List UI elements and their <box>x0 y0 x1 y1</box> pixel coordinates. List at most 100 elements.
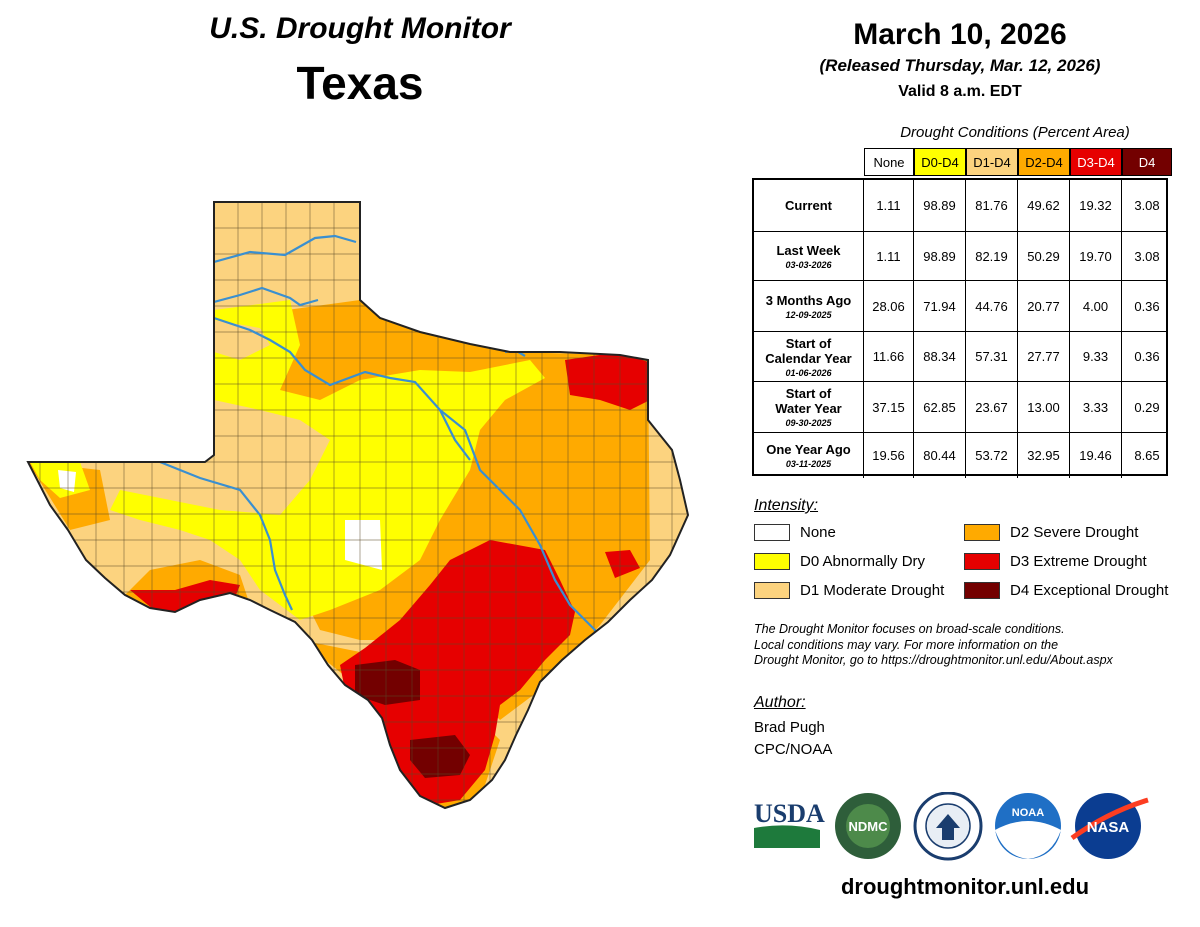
table-cell: 44.76 <box>966 281 1018 331</box>
column-header: D4 <box>1122 148 1172 176</box>
row-label: 3 Months Ago 12-09-2025 <box>754 281 864 331</box>
nasa-logo: NASA <box>1070 793 1149 859</box>
table-cell: 98.89 <box>914 232 966 280</box>
nasa-logo-text: NASA <box>1087 819 1130 836</box>
release-date: (Released Thursday, Mar. 12, 2026) <box>819 56 1101 75</box>
legend-swatch <box>964 582 1000 599</box>
legend-swatch <box>754 553 790 570</box>
table-cell: 71.94 <box>914 281 966 331</box>
table-cell: 13.00 <box>1018 382 1070 432</box>
legend-label: D1 Moderate Drought <box>800 582 945 599</box>
author-heading: Author: <box>754 694 806 711</box>
valid-time: Valid 8 a.m. EDT <box>898 83 1022 100</box>
column-header: D0-D4 <box>914 148 966 176</box>
table-cell: 27.77 <box>1018 332 1070 381</box>
texas-drought-map <box>26 201 690 810</box>
row-name: Current <box>785 198 832 213</box>
row-date: 03-11-2025 <box>785 459 832 469</box>
column-header: D2-D4 <box>1018 148 1070 176</box>
table-cell: 19.46 <box>1070 433 1122 478</box>
table-cell: 98.89 <box>914 180 966 231</box>
table-cell: 0.36 <box>1134 298 1160 314</box>
table-cell: 32.95 <box>1018 433 1070 478</box>
map-title: U.S. Drought Monitor <box>209 12 511 45</box>
noaa-logo: NOAA <box>995 793 1061 859</box>
table-cell: 53.72 <box>966 433 1018 478</box>
table-cell: 49.62 <box>1018 180 1070 231</box>
table-cell: 8.65 <box>1134 448 1160 463</box>
drought-conditions-table: None D0-D4 D1-D4 D2-D4 D3-D4 D4 Current 1.11 98… <box>752 148 1172 488</box>
ndmc-logo: NDMC <box>835 793 901 859</box>
legend-item: D2 Severe Drought <box>964 524 1138 541</box>
website-link[interactable]: droughtmonitor.unl.edu <box>840 874 1090 899</box>
table-row: One Year Ago 03-11-2025 19.56 80.44 53.72 32.… <box>754 433 1166 478</box>
partner-logos: USDA NDMC NOAA NASA <box>754 792 1149 861</box>
map-date: March 10, 2026 <box>853 18 1067 51</box>
table-row: 3 Months Ago 12-09-2025 28.06 71.94 44.76 20.… <box>754 281 1166 332</box>
table-cell: 80.44 <box>914 433 966 478</box>
row-name: Start of Calendar Year <box>765 335 852 366</box>
legend-swatch <box>754 582 790 599</box>
table-row: Last Week 03-03-2026 1.11 98.89 82.19 50.29 19… <box>754 232 1166 281</box>
region-title: Texas <box>296 57 424 109</box>
table-cell: 11.66 <box>864 332 914 381</box>
table-cell: 88.34 <box>914 332 966 381</box>
table-cell: 19.70 <box>1070 232 1122 280</box>
row-name: One Year Ago <box>766 442 851 457</box>
table-cell: 0.29 <box>1134 399 1160 415</box>
table-cell: 81.76 <box>966 180 1018 231</box>
table-cell: 57.31 <box>966 332 1018 381</box>
table-cell: 19.56 <box>864 433 914 478</box>
table-row: Current 1.11 98.89 81.76 49.62 19.32 3.08 <box>754 180 1166 232</box>
column-header: D3-D4 <box>1070 148 1122 176</box>
table-cell: 50.29 <box>1018 232 1070 280</box>
table-cell: 28.06 <box>864 281 914 331</box>
legend-swatch <box>964 524 1000 541</box>
row-name: Last Week <box>776 242 841 258</box>
table-cell: 20.77 <box>1018 281 1070 331</box>
table-cell: 82.19 <box>966 232 1018 280</box>
table-cell: 3.08 <box>1134 248 1160 264</box>
table-cell: 62.85 <box>914 382 966 432</box>
legend-item: D1 Moderate Drought <box>754 582 944 599</box>
table-row: Start of Calendar Year 01-06-2026 11.66 88.… <box>754 332 1166 382</box>
row-date: 03-03-2026 <box>785 259 832 270</box>
row-label: Start of Water Year 09-30-2025 <box>754 382 864 432</box>
column-header: None <box>864 148 914 176</box>
column-header: D1-D4 <box>966 148 1018 176</box>
usda-logo-text: USDA <box>754 799 825 828</box>
legend-label: D4 Exceptional Drought <box>1010 582 1169 599</box>
note-line: The Drought Monitor focuses on broad-sca… <box>754 622 1065 636</box>
note-line: Local conditions may vary. For more info… <box>754 637 1059 652</box>
table-cell: 1.11 <box>864 180 914 231</box>
legend-item: None <box>754 524 836 541</box>
table-cell: 9.33 <box>1070 332 1122 381</box>
row-label: Start of Calendar Year 01-06-2026 <box>754 332 864 381</box>
legend-item: D3 Extreme Drought <box>964 553 1147 570</box>
usda-logo: USDA <box>754 799 825 848</box>
table-cell: 4.00 <box>1070 281 1122 331</box>
row-date: 01-06-2026 <box>785 367 832 378</box>
table-body: Current 1.11 98.89 81.76 49.62 19.32 3.08 Last … <box>752 178 1168 478</box>
row-label: Current <box>754 180 864 231</box>
row-name: Start of Water Year <box>775 386 842 416</box>
author-name: Brad Pugh <box>754 719 825 736</box>
table-row: Start of Water Year 09-30-2025 37.15 62.85 2… <box>754 382 1166 433</box>
noaa-logo-text: NOAA <box>1012 807 1044 819</box>
table-cell: 19.32 <box>1070 180 1122 231</box>
legend-title: Intensity: <box>754 497 819 514</box>
disclaimer-note: The Drought Monitor focuses on broad-sca… <box>754 622 1184 669</box>
ndmc-logo-text: NDMC <box>849 819 889 834</box>
legend-label: None <box>800 524 836 541</box>
legend-item: D4 Exceptional Drought <box>964 582 1168 599</box>
note-line: Drought Monitor, go to https://droughtmo… <box>754 653 1113 667</box>
row-name: 3 Months Ago <box>765 292 852 308</box>
legend-swatch <box>754 524 790 541</box>
table-caption: Drought Conditions (Percent Area) <box>900 124 1130 141</box>
legend-label: D0 Abnormally Dry <box>800 553 926 570</box>
table-cell: 23.67 <box>966 382 1018 432</box>
row-date: 12-09-2025 <box>785 309 832 320</box>
row-label: Last Week 03-03-2026 <box>754 232 864 280</box>
legend-label: D2 Severe Drought <box>1010 524 1139 541</box>
table-cell: 1.11 <box>864 232 914 280</box>
